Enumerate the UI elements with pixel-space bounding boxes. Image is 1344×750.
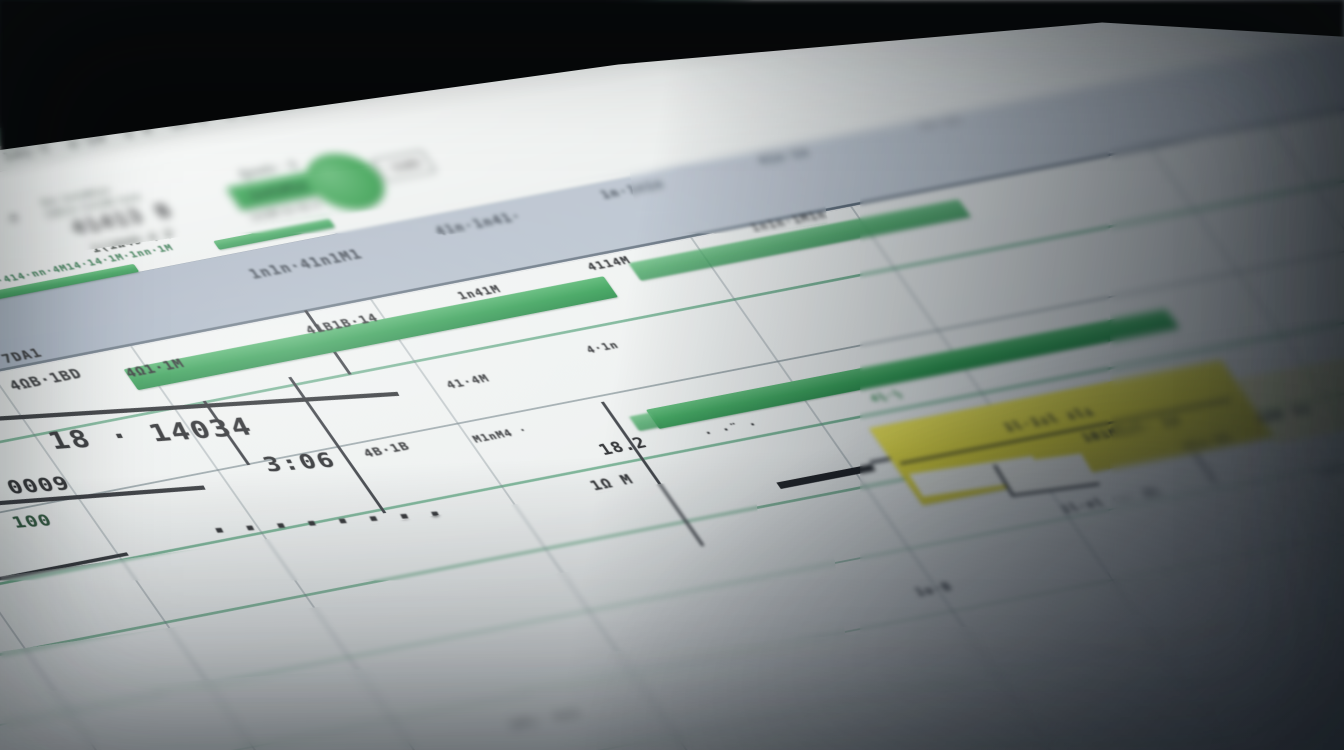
green-action-button-label: 1n41M1n	[245, 179, 312, 202]
cell-text-large[interactable]: 100	[9, 511, 56, 532]
toolbar-chip-label: ·11Ω1	[383, 158, 425, 174]
